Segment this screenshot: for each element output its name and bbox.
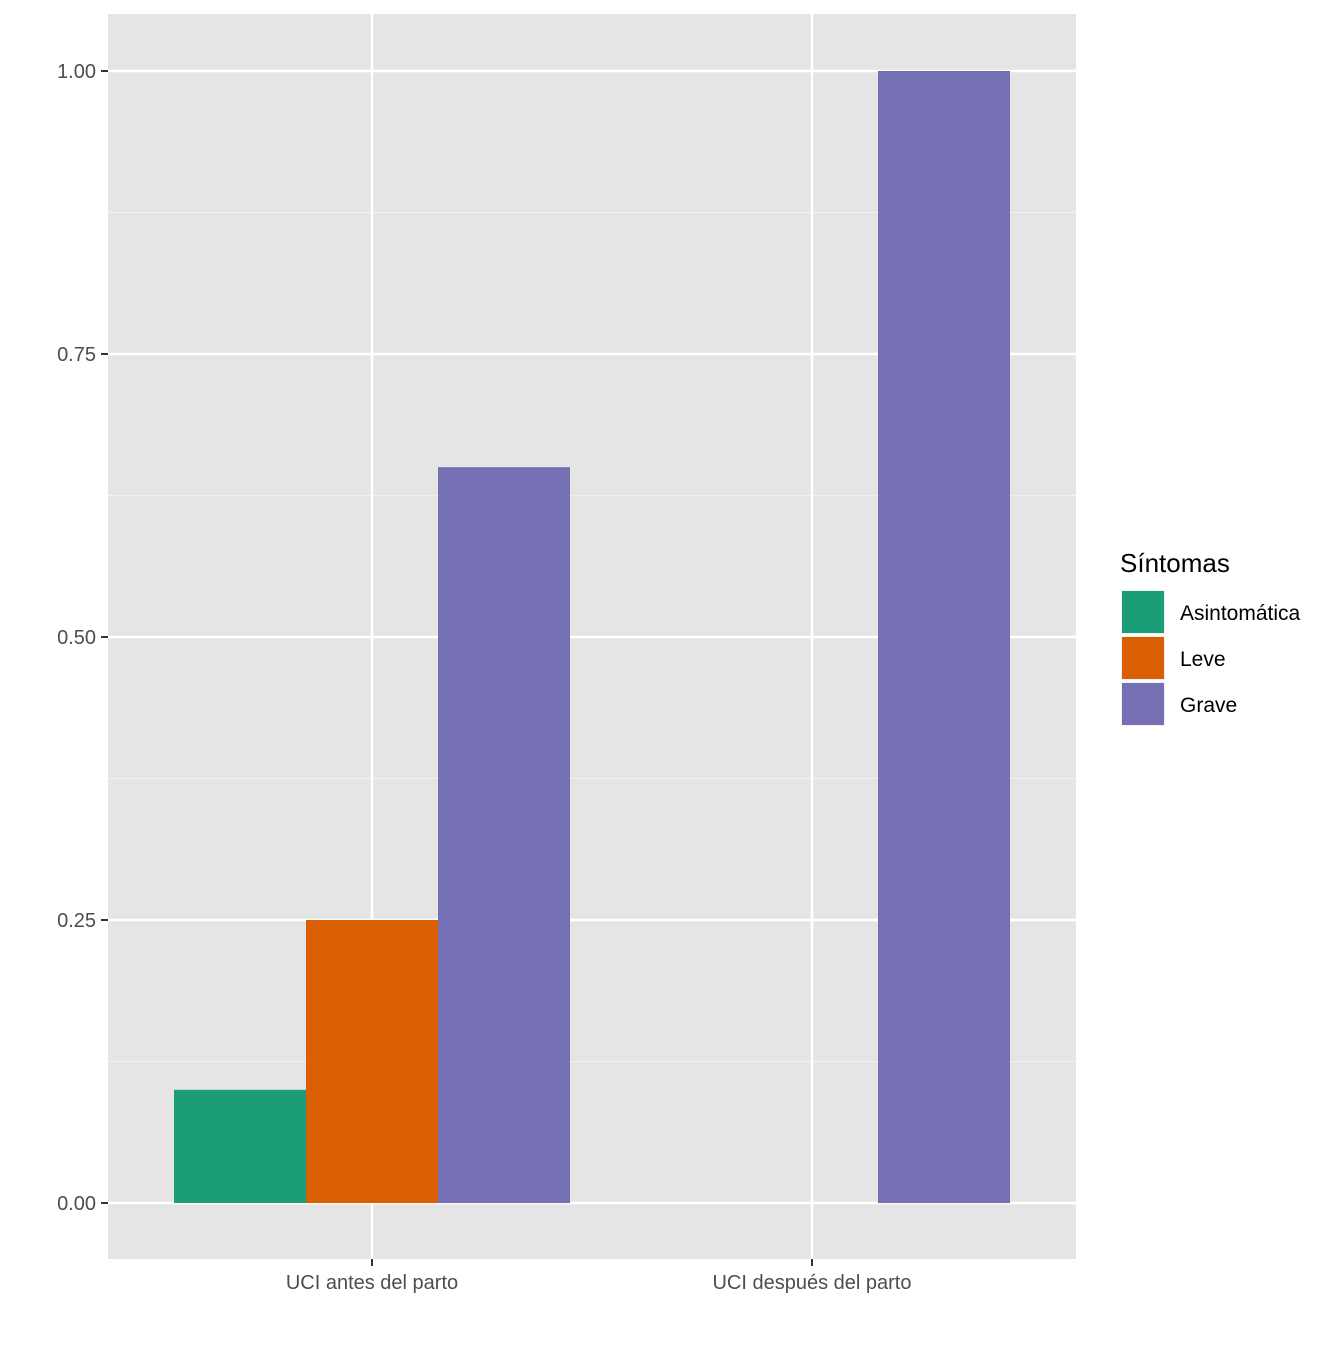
bars [174, 71, 1010, 1203]
y-tick-label: 0.50 [57, 627, 96, 649]
legend-label: Asintomática [1180, 602, 1301, 625]
legend-label: Leve [1180, 648, 1226, 671]
y-tick-label: 0.75 [57, 344, 96, 366]
bar-leve-1 [306, 920, 438, 1203]
bar-grave-1 [438, 467, 570, 1203]
bar-asintomática-1 [174, 1089, 306, 1203]
y-tick-label: 0.25 [57, 910, 96, 932]
x-tick-label: UCI antes del parto [286, 1272, 458, 1294]
y-tick-label: 0.00 [57, 1193, 96, 1215]
legend-title: Síntomas [1120, 548, 1230, 578]
legend-key-grave [1122, 683, 1164, 725]
y-axis: 0.00 0.25 0.50 0.75 1.00 [57, 61, 108, 1215]
x-tick-label: UCI después del parto [712, 1272, 911, 1294]
legend-key-leve [1122, 637, 1164, 679]
bar-grave-2 [878, 71, 1010, 1203]
legend-key-asintomática [1122, 591, 1164, 633]
legend: Síntomas Asintomática Leve Grave [1120, 548, 1301, 726]
y-tick-label: 1.00 [57, 61, 96, 83]
x-axis: UCI antes del parto UCI después del parto [286, 1259, 912, 1294]
legend-label: Grave [1180, 694, 1237, 717]
